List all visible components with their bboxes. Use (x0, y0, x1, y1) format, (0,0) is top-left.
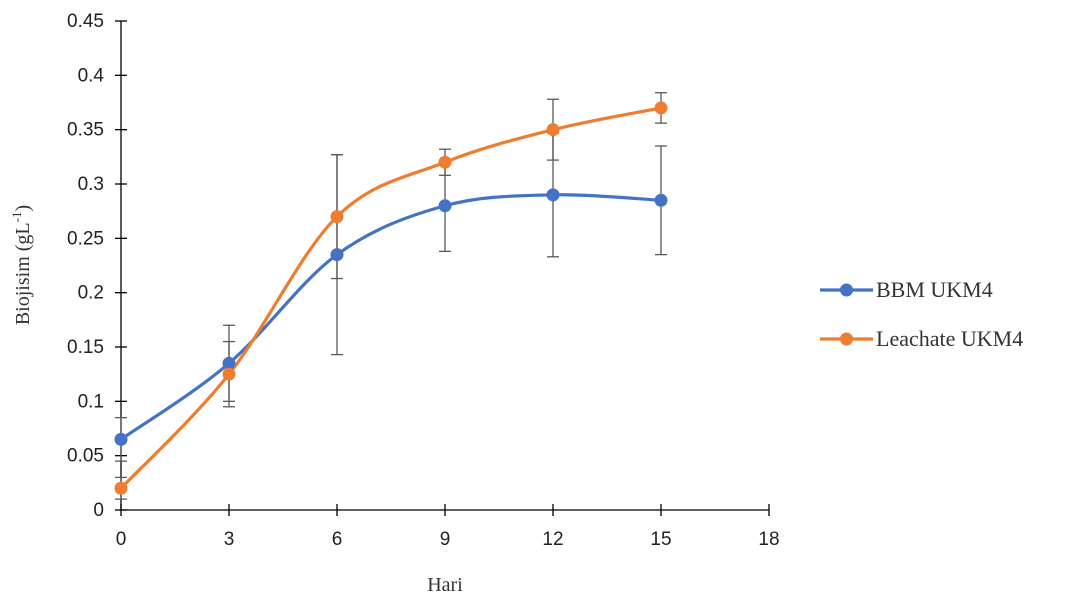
x-tick-label: 15 (650, 529, 671, 550)
data-point (222, 367, 236, 381)
x-tick-label: 9 (440, 529, 451, 550)
legend-label: BBM UKM4 (876, 277, 993, 302)
x-tick-label: 6 (332, 529, 343, 550)
series-line-0 (120, 193, 662, 441)
y-tick-label: 0.25 (67, 228, 104, 249)
legend-marker (840, 332, 853, 346)
x-axis-title: Hari (427, 574, 463, 596)
y-axis-title: Biojisim (gL-1) (9, 205, 34, 325)
x-tick-label: 3 (224, 529, 235, 550)
x-tick-labels: 0 3 6 9 12 15 18 (116, 529, 780, 550)
y-tick-label: 0.45 (67, 11, 104, 32)
y-tick-label: 0.1 (78, 391, 104, 412)
data-point (114, 432, 128, 446)
x-tick-label: 0 (116, 529, 127, 550)
y-tick-label: 0 (93, 500, 104, 521)
y-axis-title-main: Biojisim (gL (12, 222, 34, 325)
legend-marker (840, 283, 853, 297)
data-point (114, 481, 128, 495)
data-point (654, 101, 668, 115)
axes (115, 20, 770, 516)
data-point (330, 210, 344, 224)
x-tick-label: 18 (758, 529, 779, 550)
y-tick-label: 0.3 (78, 174, 104, 195)
y-tick-label: 0.05 (67, 446, 104, 467)
data-point (654, 193, 668, 207)
x-tick-label: 12 (542, 529, 563, 550)
data-point (222, 356, 236, 370)
y-axis-title-superscript: -1 (9, 212, 24, 223)
series-points (114, 101, 668, 495)
legend-entry-1: Leachate UKM4 (820, 326, 1023, 351)
y-tick-labels: 0 0.05 0.1 0.15 0.2 0.25 0.3 0.35 0.4 0.45 (67, 11, 104, 521)
series-line-1 (119, 106, 662, 490)
y-axis-title-close: ) (12, 205, 34, 212)
data-point (546, 123, 560, 137)
y-tick-label: 0.2 (78, 283, 104, 304)
legend-entry-0: BBM UKM4 (820, 277, 993, 302)
data-point (546, 188, 560, 202)
error-bars (115, 92, 667, 500)
data-point (330, 248, 344, 262)
legend-label: Leachate UKM4 (876, 326, 1023, 351)
series-lines (119, 106, 662, 490)
legend: BBM UKM4 Leachate UKM4 (820, 277, 1023, 351)
y-tick-label: 0.15 (67, 337, 104, 358)
y-tick-label: 0.35 (67, 120, 104, 141)
y-tick-label: 0.4 (78, 65, 105, 86)
data-point (438, 155, 452, 169)
data-point (438, 199, 452, 213)
